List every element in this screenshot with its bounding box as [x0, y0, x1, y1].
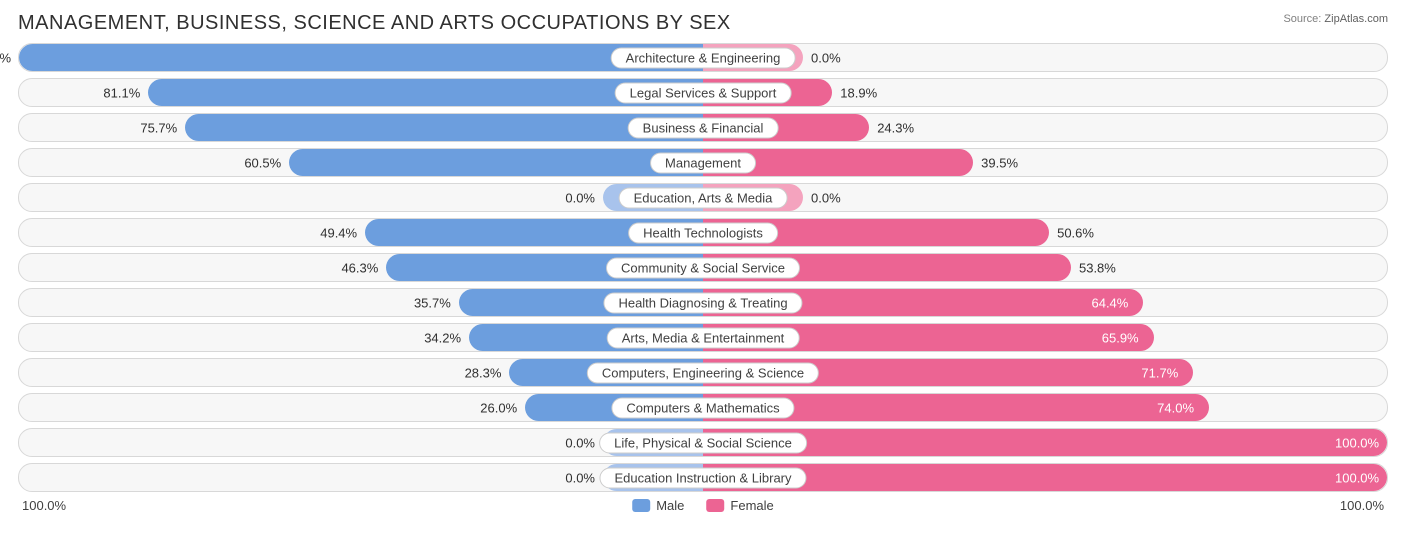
category-label: Life, Physical & Social Science [599, 432, 807, 453]
male-value: 28.3% [465, 365, 502, 380]
female-value: 0.0% [811, 190, 841, 205]
category-label: Business & Financial [628, 117, 779, 138]
female-value: 18.9% [840, 85, 877, 100]
chart-source: Source: ZipAtlas.com [1283, 12, 1388, 26]
male-bar [289, 149, 703, 176]
chart-row: 75.7% 24.3% Business & Financial [18, 113, 1388, 142]
axis-right-label: 100.0% [1340, 498, 1384, 513]
chart-row: 28.3% 71.7% Computers, Engineering & Scien… [18, 358, 1388, 387]
chart-footer: 100.0% 100.0% Male Female [18, 498, 1388, 538]
female-value: 24.3% [877, 120, 914, 135]
male-value: 34.2% [424, 330, 461, 345]
category-label: Arts, Media & Entertainment [607, 327, 800, 348]
female-value: 100.0% [1335, 470, 1379, 485]
female-value: 64.4% [1091, 295, 1128, 310]
female-value: 39.5% [981, 155, 1018, 170]
source-name: ZipAtlas.com [1324, 13, 1388, 25]
male-value: 26.0% [480, 400, 517, 415]
male-value: 75.7% [140, 120, 177, 135]
female-value: 53.8% [1079, 260, 1116, 275]
category-label: Community & Social Service [606, 257, 800, 278]
legend-male: Male [632, 498, 684, 513]
source-label: Source: [1283, 13, 1321, 25]
category-label: Management [650, 152, 756, 173]
female-value: 50.6% [1057, 225, 1094, 240]
male-value: 100.0% [0, 50, 11, 65]
chart-row: 35.7% 64.4% Health Diagnosing & Treating [18, 288, 1388, 317]
axis-left-label: 100.0% [22, 498, 66, 513]
chart-row: 34.2% 65.9% Arts, Media & Entertainment [18, 323, 1388, 352]
chart-row: 0.0% 0.0% Education, Arts & Media [18, 183, 1388, 212]
female-value: 0.0% [811, 50, 841, 65]
male-value: 46.3% [341, 260, 378, 275]
legend-female: Female [706, 498, 773, 513]
category-label: Architecture & Engineering [611, 47, 796, 68]
male-value: 49.4% [320, 225, 357, 240]
chart-row: 0.0% 100.0% Life, Physical & Social Scienc… [18, 428, 1388, 457]
male-value: 0.0% [565, 470, 595, 485]
chart-container: MANAGEMENT, BUSINESS, SCIENCE AND ARTS O… [0, 0, 1406, 559]
chart-row: 46.3% 53.8% Community & Social Service [18, 253, 1388, 282]
chart-rows: 100.0% 0.0% Architecture & Engineering 81.1… [18, 43, 1388, 492]
male-bar [185, 114, 703, 141]
male-value: 0.0% [565, 435, 595, 450]
category-label: Education, Arts & Media [619, 187, 788, 208]
legend-female-swatch [706, 499, 724, 512]
chart-row: 81.1% 18.9% Legal Services & Support [18, 78, 1388, 107]
chart-row: 26.0% 74.0% Computers & Mathematics [18, 393, 1388, 422]
chart-row: 100.0%0.0%Architecture & Engineering [18, 43, 1388, 72]
female-value: 71.7% [1141, 365, 1178, 380]
category-label: Education Instruction & Library [599, 467, 806, 488]
category-label: Legal Services & Support [615, 82, 792, 103]
chart-header: MANAGEMENT, BUSINESS, SCIENCE AND ARTS O… [18, 12, 1388, 35]
female-value: 65.9% [1102, 330, 1139, 345]
category-label: Health Technologists [628, 222, 778, 243]
category-label: Health Diagnosing & Treating [603, 292, 802, 313]
category-label: Computers & Mathematics [611, 397, 794, 418]
chart-row: 0.0% 100.0% Education Instruction & Librar… [18, 463, 1388, 492]
chart-row: 60.5% 39.5% Management [18, 148, 1388, 177]
male-bar [19, 44, 703, 71]
category-label: Computers, Engineering & Science [587, 362, 819, 383]
chart-row: 49.4% 50.6% Health Technologists [18, 218, 1388, 247]
chart-legend: Male Female [632, 498, 774, 513]
male-value: 35.7% [414, 295, 451, 310]
male-value: 0.0% [565, 190, 595, 205]
male-value: 81.1% [103, 85, 140, 100]
legend-male-label: Male [656, 498, 684, 513]
legend-female-label: Female [730, 498, 773, 513]
male-value: 60.5% [244, 155, 281, 170]
legend-male-swatch [632, 499, 650, 512]
chart-title: MANAGEMENT, BUSINESS, SCIENCE AND ARTS O… [18, 12, 731, 35]
female-value: 100.0% [1335, 435, 1379, 450]
female-value: 74.0% [1157, 400, 1194, 415]
